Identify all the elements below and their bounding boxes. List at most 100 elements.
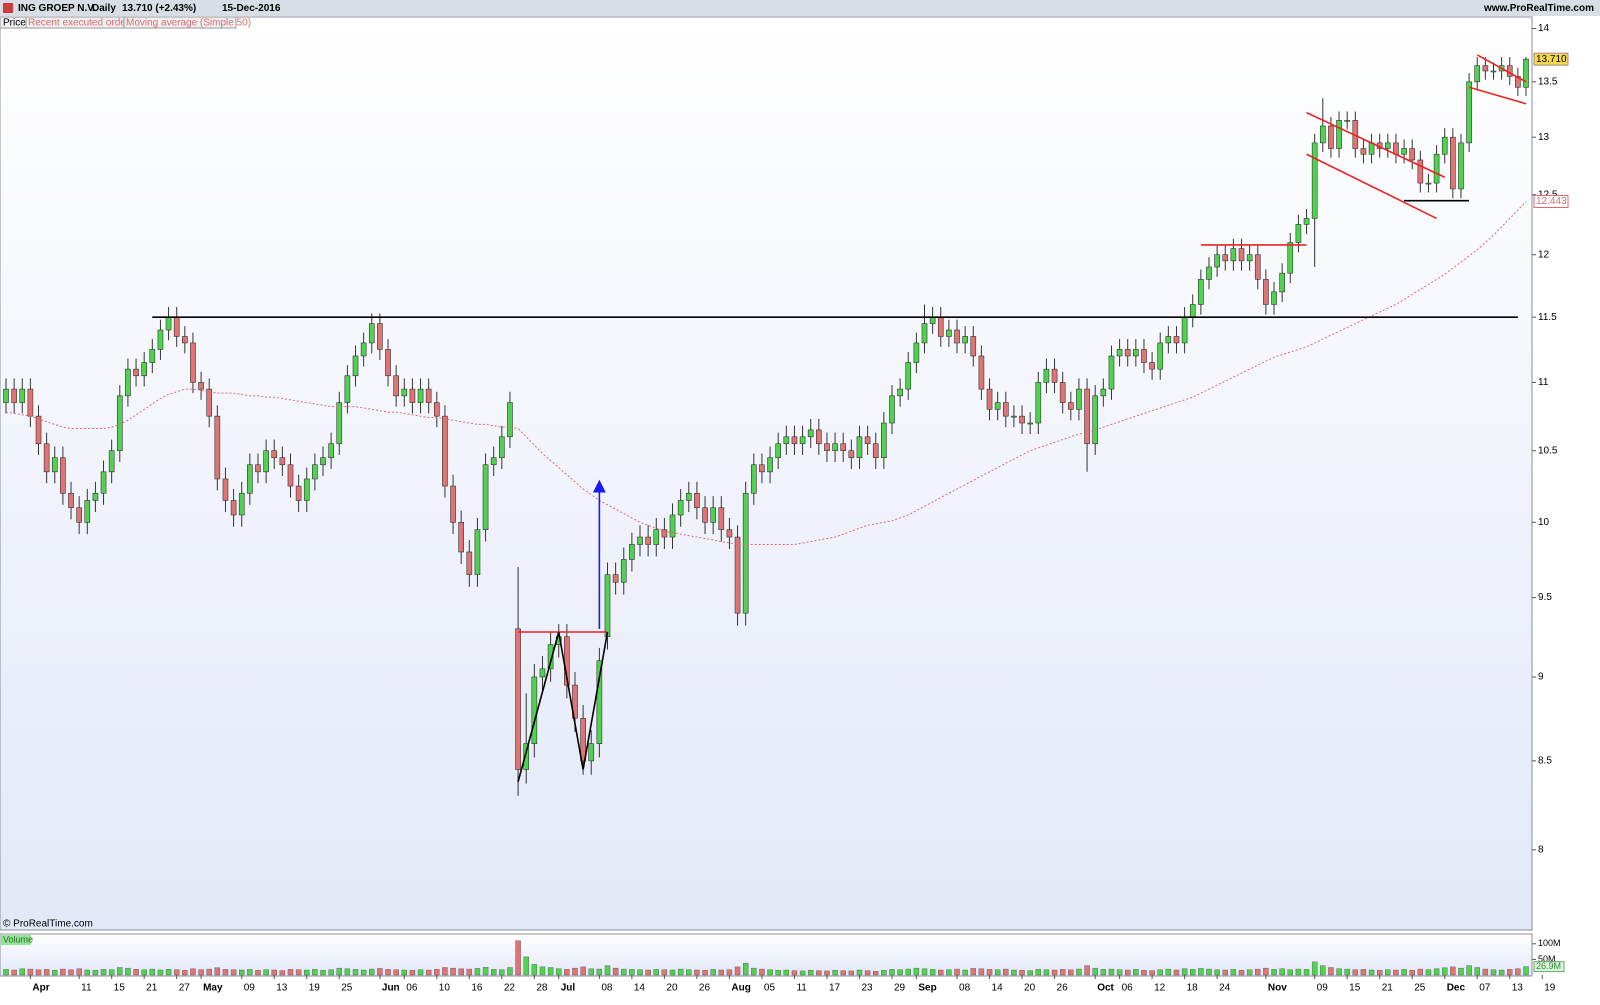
x-tick-label: 23 <box>861 983 873 994</box>
header-icon[interactable] <box>3 3 13 13</box>
candle-body <box>1198 279 1204 305</box>
candle-body <box>539 668 546 678</box>
candle-body <box>1043 368 1050 383</box>
x-tick-label: 17 <box>829 983 841 994</box>
volume-bar <box>1360 969 1367 976</box>
candle-body <box>11 388 17 403</box>
x-tick-label: 21 <box>146 983 158 994</box>
candle-body <box>247 464 253 494</box>
candle-body <box>816 429 822 445</box>
legend-ma-box[interactable] <box>123 16 237 29</box>
x-tick-label: 27 <box>179 983 191 994</box>
candle-body <box>1319 125 1326 144</box>
candle-body <box>897 388 903 397</box>
candle-body <box>767 457 773 473</box>
y-tick-label: 11.5 <box>1538 312 1557 323</box>
trend-drawing <box>1306 153 1437 220</box>
candle-body <box>312 464 318 480</box>
trend-drawing <box>1476 54 1527 83</box>
volume-bar <box>1198 968 1204 976</box>
candle-body <box>759 464 765 473</box>
volume-bar <box>84 969 91 976</box>
volume-bar <box>230 969 237 976</box>
x-tick-label: 29 <box>894 983 906 994</box>
candle-body <box>1222 254 1229 262</box>
volume-bar <box>742 962 749 976</box>
x-tick-label: 06 <box>406 983 418 994</box>
candle-body <box>1409 148 1416 161</box>
volume-bar <box>897 969 903 976</box>
volume-legend[interactable]: Volume <box>3 934 33 944</box>
candle-body <box>580 718 586 762</box>
volume-bar <box>873 971 879 976</box>
legend-price[interactable]: Price <box>3 18 26 29</box>
x-tick-label: 13 <box>1512 983 1524 994</box>
candle-body <box>1011 415 1017 418</box>
volume-bar <box>734 966 741 976</box>
candle-body <box>1157 342 1164 370</box>
x-tick-label: 19 <box>309 983 321 994</box>
candle-body <box>1214 254 1220 268</box>
candle-body <box>295 485 302 501</box>
volume-bar <box>1474 967 1480 976</box>
x-tick-label: Sep <box>918 983 936 994</box>
candle-body <box>994 402 1001 410</box>
x-tick-label: 11 <box>796 983 807 994</box>
y-tick-label: 13 <box>1538 132 1550 143</box>
volume-bar <box>1441 967 1448 976</box>
candle-body <box>848 450 855 459</box>
volume-bar <box>482 967 489 976</box>
volume-bar <box>304 969 310 976</box>
volume-bar <box>564 969 570 976</box>
volume-bar <box>946 969 952 976</box>
candle-body <box>149 349 156 363</box>
legend-orders[interactable]: Recent executed orders <box>28 18 134 29</box>
candle-body <box>190 342 196 383</box>
candle-body <box>409 388 416 403</box>
y-tick-label: 12.5 <box>1538 189 1558 200</box>
volume-bar <box>710 969 716 976</box>
volume-bar <box>1059 969 1066 976</box>
candle-body <box>108 450 115 473</box>
volume-bar <box>474 968 481 976</box>
volume-bar <box>68 969 74 976</box>
candle-body <box>962 336 968 344</box>
candle-body <box>929 316 936 324</box>
candle-body <box>913 342 920 363</box>
candle-body <box>320 457 326 466</box>
volume-bar <box>43 969 50 976</box>
volume-bar <box>1214 969 1220 976</box>
volume-bar <box>3 969 9 976</box>
x-tick-label: 26 <box>699 983 711 994</box>
volume-bar <box>352 969 359 976</box>
x-tick-label: Apr <box>32 983 49 994</box>
volume-legend-box[interactable] <box>1 935 31 945</box>
legend-ma[interactable]: Moving average (Simple 50) <box>126 18 251 29</box>
candle-body <box>1490 70 1497 73</box>
x-tick-label: 15 <box>114 983 126 994</box>
candle-body <box>1344 120 1350 122</box>
volume-bar <box>1368 969 1375 976</box>
volume-bar <box>198 969 204 976</box>
volume-bar <box>905 968 911 976</box>
candle-body <box>629 544 635 560</box>
volume-bar <box>1035 969 1042 976</box>
volume-bar <box>539 966 546 976</box>
volume-bar <box>1303 969 1310 976</box>
volume-bar <box>133 969 139 976</box>
volume-bar <box>848 970 855 976</box>
volume-bar <box>1295 968 1302 976</box>
x-tick-label: 14 <box>992 983 1004 994</box>
volume-bar <box>621 968 627 976</box>
volume-bar <box>840 970 846 976</box>
volume-bar <box>547 967 554 976</box>
volume-bar <box>686 969 692 976</box>
candle-body <box>1433 153 1440 184</box>
volume-bar <box>279 970 286 976</box>
x-tick-label: Oct <box>1097 983 1114 994</box>
volume-bar <box>775 970 781 976</box>
x-tick-label: 22 <box>504 983 516 994</box>
candle-body <box>1254 254 1261 280</box>
